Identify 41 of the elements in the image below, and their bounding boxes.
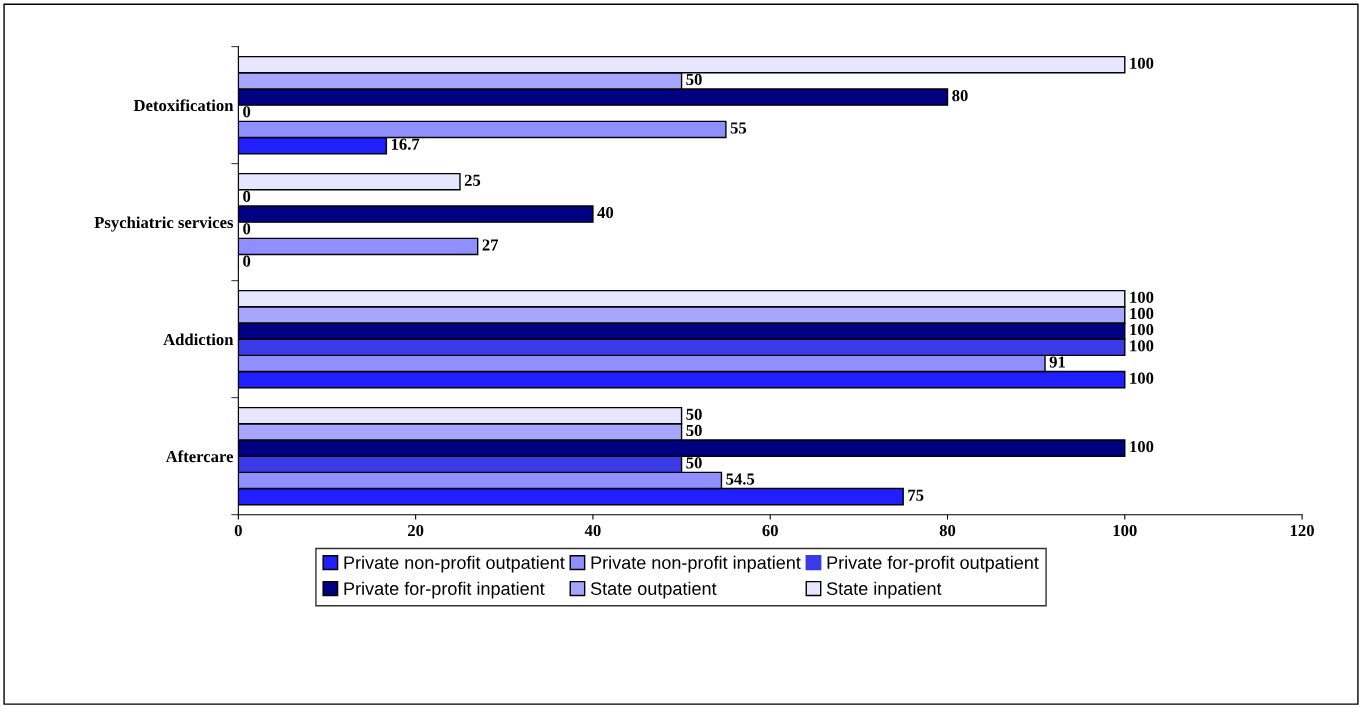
x-tick-label: 0 xyxy=(234,524,242,537)
data-label: 0 xyxy=(243,106,251,118)
y-tick-label: Aftercare xyxy=(165,450,234,463)
data-label: 100 xyxy=(1130,57,1154,69)
y-tick-label: Detoxification xyxy=(133,99,234,112)
data-label: 54.5 xyxy=(726,473,755,485)
data-label: 0 xyxy=(243,190,251,203)
legend-label: Private for-profit outpatient xyxy=(827,555,1039,573)
x-tick-label: 60 xyxy=(762,524,778,537)
data-label: 100 xyxy=(1130,441,1154,453)
legend-label: Private for-profit inpatient xyxy=(344,581,545,599)
x-tick-label: 120 xyxy=(1290,524,1314,537)
data-label: 50 xyxy=(686,457,702,469)
data-label: 50 xyxy=(686,408,702,420)
data-label: 100 xyxy=(1130,340,1154,352)
x-tick-label: 100 xyxy=(1113,524,1137,537)
data-label: 40 xyxy=(597,207,614,219)
data-label: 16.7 xyxy=(391,138,420,150)
data-label: 91 xyxy=(1049,356,1065,368)
data-label: 80 xyxy=(952,90,968,102)
data-label: 0 xyxy=(243,223,251,235)
data-label: 25 xyxy=(464,174,481,186)
legend-label: State inpatient xyxy=(826,581,942,599)
data-label: 75 xyxy=(908,489,924,501)
data-label: 50 xyxy=(686,73,702,86)
legend-label: State outpatient xyxy=(590,581,717,599)
data-label: 100 xyxy=(1130,291,1154,303)
x-tick-label: 20 xyxy=(408,524,424,537)
legend-label: Private non-profit outpatient xyxy=(344,555,565,573)
data-label: 27 xyxy=(482,239,499,251)
data-label: 50 xyxy=(686,424,702,437)
x-tick-label: 40 xyxy=(584,524,601,537)
y-tick-label: Addiction xyxy=(163,333,234,346)
y-tick-label: Psychiatric services xyxy=(94,216,234,232)
legend-label: Private non-profit inpatient xyxy=(591,555,801,573)
data-label: 100 xyxy=(1130,324,1154,336)
data-label: 100 xyxy=(1130,307,1154,320)
data-label: 0 xyxy=(243,255,251,267)
data-label: 100 xyxy=(1130,372,1154,384)
data-label: 55 xyxy=(730,122,747,134)
x-tick-label: 80 xyxy=(939,524,956,537)
